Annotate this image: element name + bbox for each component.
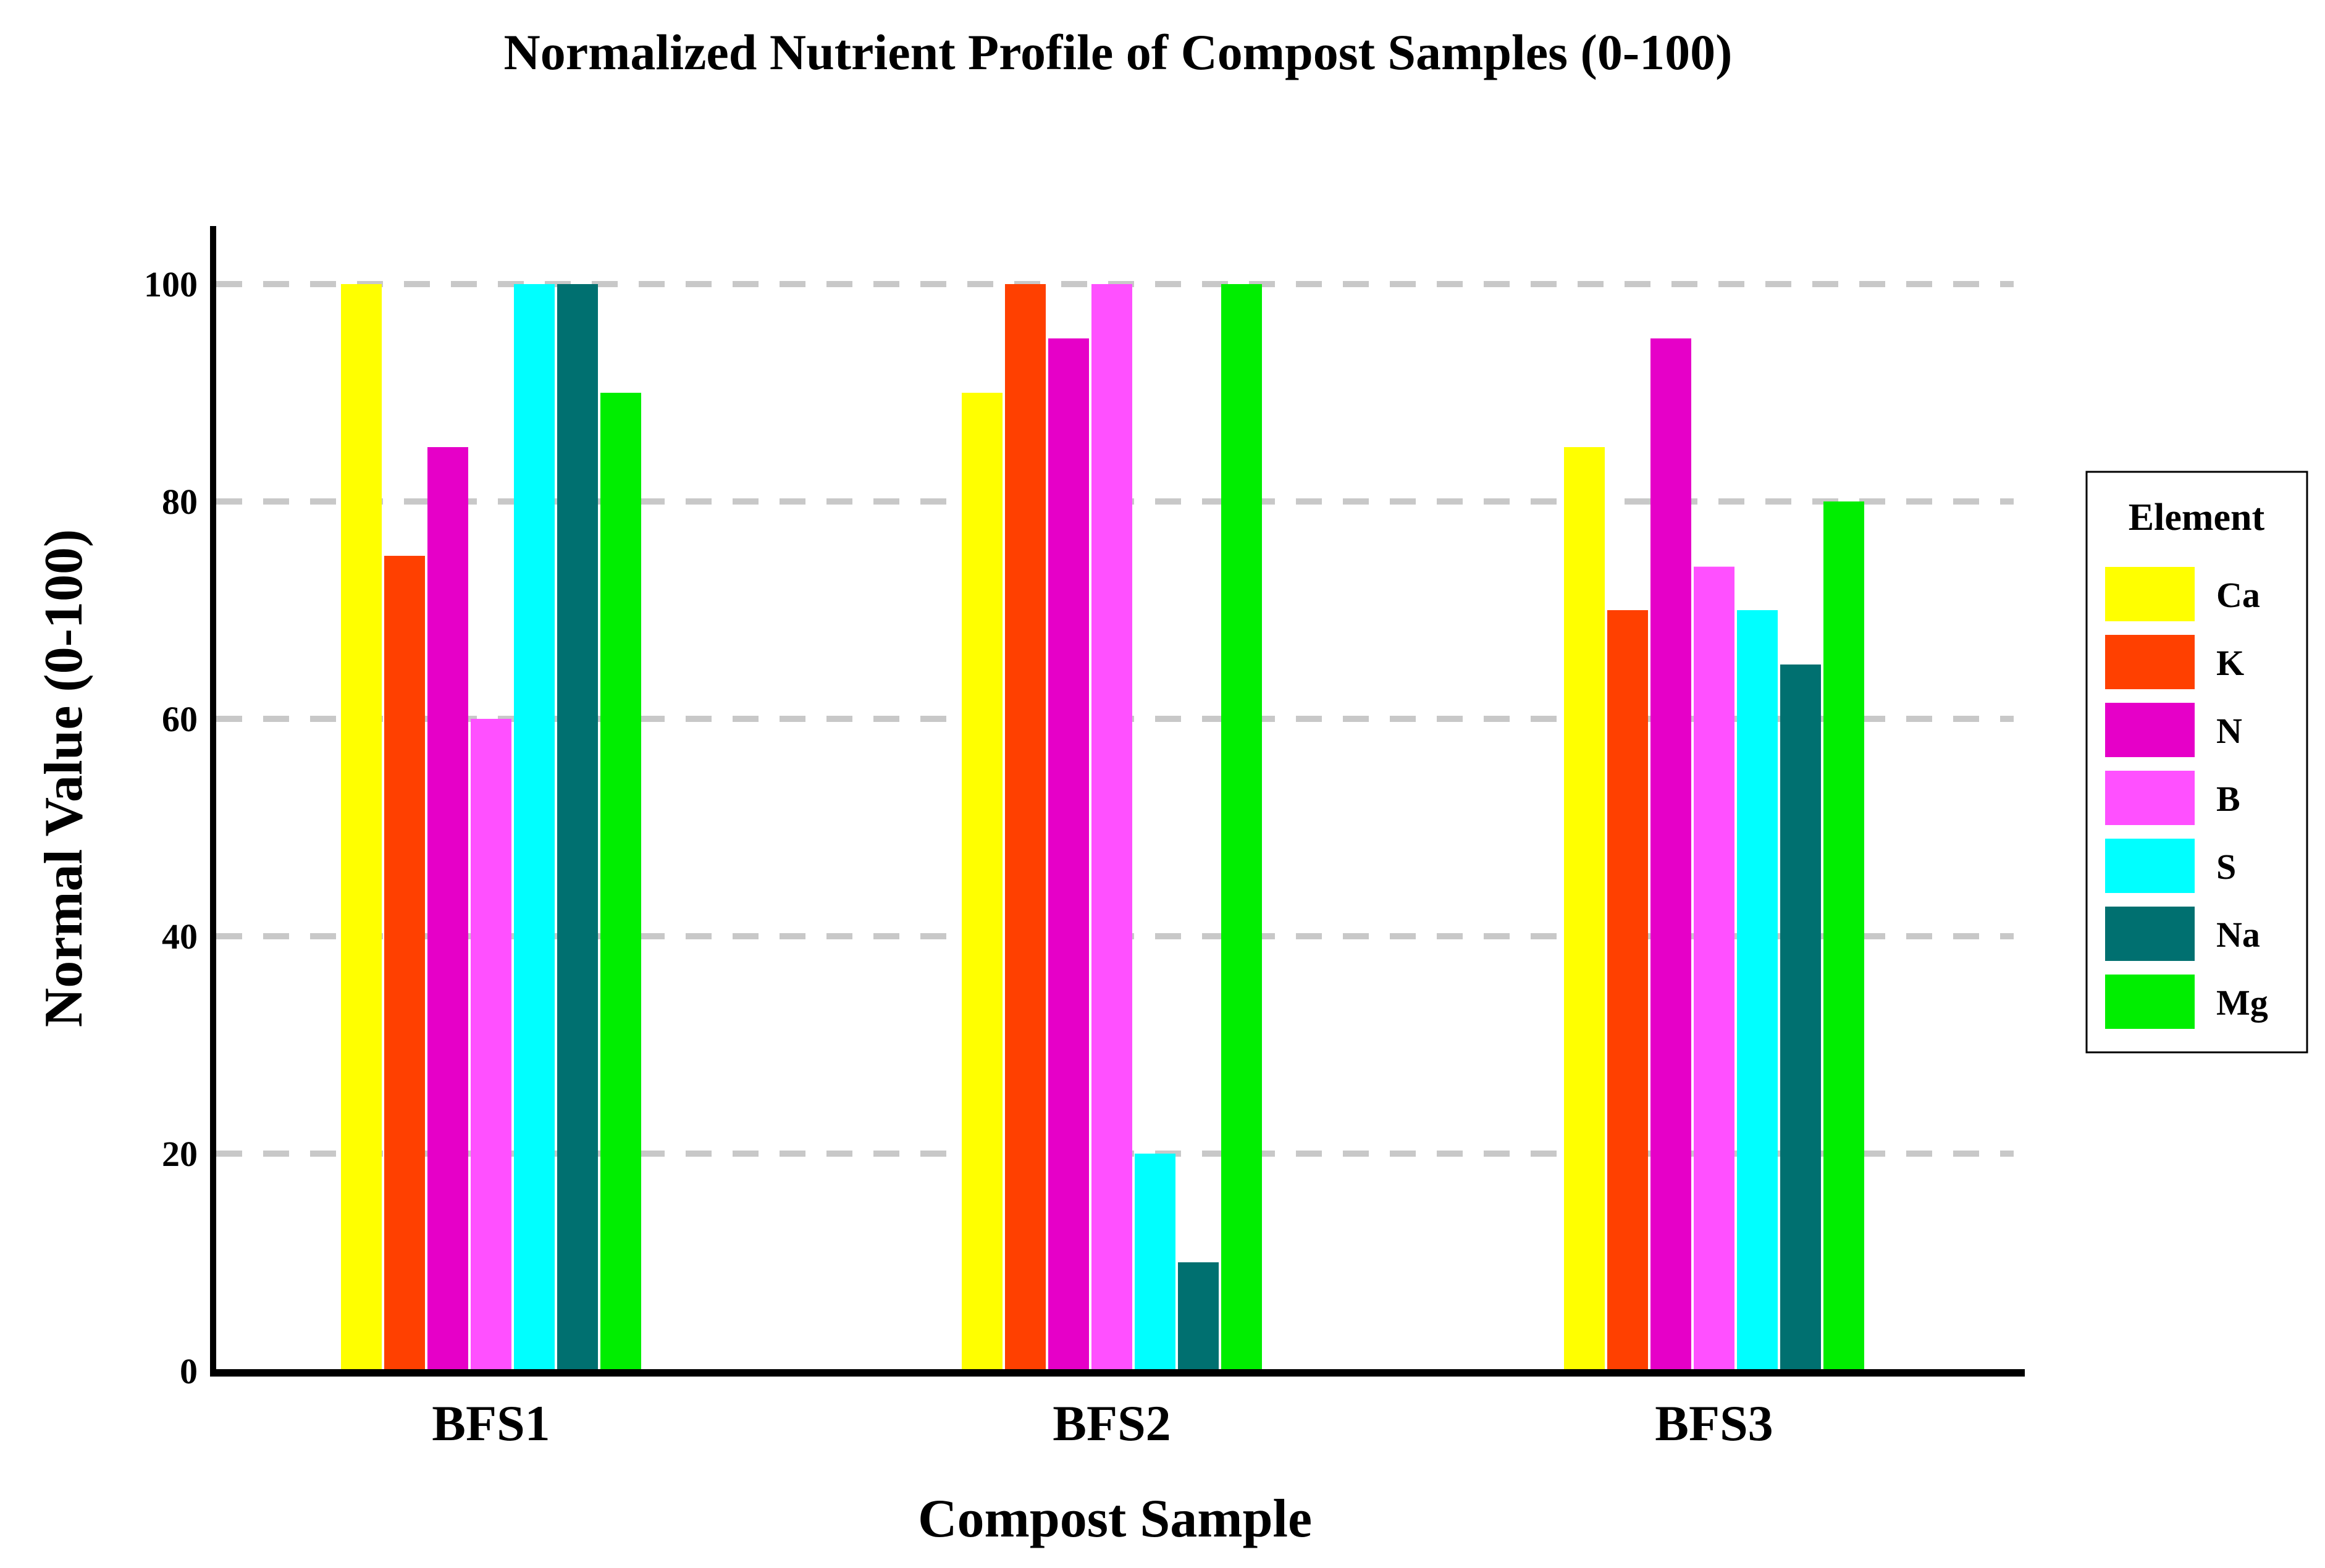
x-category-label: BFS2 [1053, 1395, 1171, 1451]
bar-bfs1-s [514, 284, 555, 1371]
bar-bfs3-na [1780, 665, 1821, 1371]
legend-frame [2085, 471, 2308, 1054]
bar-bfs3-b [1694, 566, 1734, 1371]
bar-bfs1-b [471, 719, 511, 1371]
legend-label-b: B [2216, 779, 2240, 819]
legend-swatch-k [2105, 635, 2195, 689]
y-tick-label: 100 [144, 264, 198, 304]
bar-bfs2-ca [962, 393, 1003, 1371]
x-axis-categories: BFS1 BFS2 BFS3 [432, 1395, 1773, 1451]
bars [341, 284, 1864, 1371]
y-tick-label: 20 [162, 1134, 198, 1174]
legend-label-na: Na [2216, 915, 2260, 955]
legend-label-k: K [2216, 643, 2244, 683]
bar-bfs2-b [1091, 284, 1132, 1371]
x-category-label: BFS3 [1655, 1395, 1773, 1451]
legend-swatch-mg [2105, 975, 2195, 1029]
bar-bfs1-n [427, 447, 468, 1371]
bar-bfs2-na [1178, 1262, 1219, 1371]
legend-swatch-ca [2105, 567, 2195, 621]
y-tick-label: 80 [162, 482, 198, 522]
y-tick-label: 60 [162, 699, 198, 739]
x-axis-label: Compost Sample [918, 1489, 1312, 1549]
x-category-label: BFS1 [432, 1395, 550, 1451]
bar-bfs1-ca [341, 284, 382, 1371]
bar-bfs3-ca [1564, 447, 1605, 1371]
bar-bfs1-mg [600, 393, 641, 1371]
bar-bfs1-k [384, 556, 425, 1371]
legend-label-ca: Ca [2216, 575, 2260, 615]
bar-bfs2-s [1135, 1154, 1175, 1371]
bar-bfs3-n [1650, 338, 1691, 1371]
legend-label-s: S [2216, 847, 2236, 887]
legend-swatch-na [2105, 907, 2195, 961]
legend-swatch-n [2105, 703, 2195, 757]
bar-bfs3-s [1737, 610, 1778, 1371]
legend-swatch-s [2105, 839, 2195, 893]
y-tick-label: 40 [162, 916, 198, 957]
legend-title: Element [2129, 497, 2265, 539]
y-axis-ticks: 0 20 40 60 80 100 [144, 264, 198, 1391]
bar-bfs3-k [1607, 610, 1648, 1371]
bar-bfs2-n [1048, 338, 1089, 1371]
chart-title: Normalized Nutrient Profile of Compost S… [504, 24, 1733, 80]
legend-swatch-b [2105, 771, 2195, 825]
legend-label-n: N [2216, 711, 2242, 751]
bar-bfs2-mg [1221, 284, 1262, 1371]
bar-bfs1-na [557, 284, 598, 1371]
y-axis-label: Normal Value (0-100) [34, 529, 94, 1028]
bar-bfs2-k [1005, 284, 1046, 1371]
bar-bfs3-mg [1823, 501, 1864, 1371]
legend-label-mg: Mg [2216, 983, 2268, 1023]
y-tick-label: 0 [180, 1351, 198, 1391]
